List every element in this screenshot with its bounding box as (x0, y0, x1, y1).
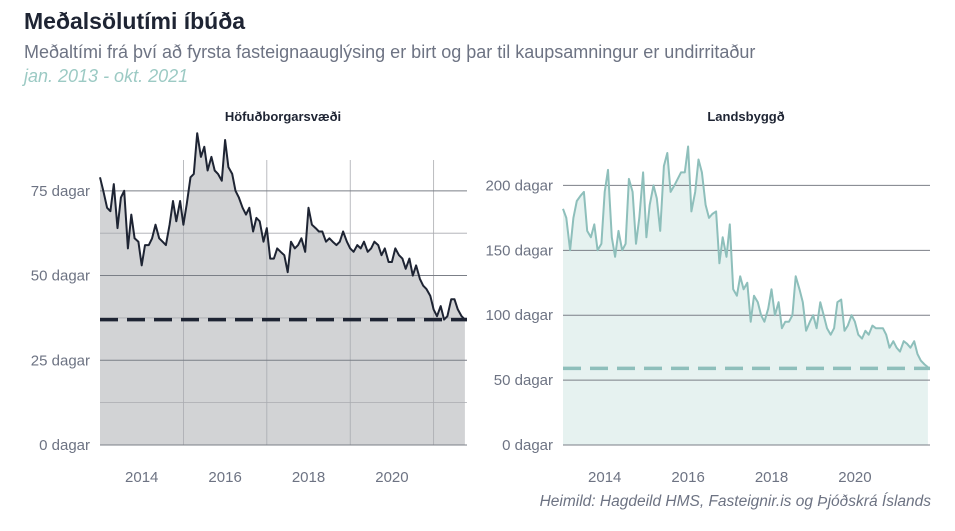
chart-subtitle: Meðaltími frá því að fyrsta fasteignaaug… (24, 42, 756, 62)
panel-regional: Landsbyggð 0 dagar 50 dagar 100 dagar 150 da… (485, 109, 930, 486)
chart-period: jan. 2013 - okt. 2021 (24, 66, 189, 86)
x-tick-label: 2018 (755, 469, 788, 486)
source-note: Heimild: Hagdeild HMS, Fasteignir.is og … (539, 493, 931, 510)
y-tick-label: 100 dagar (485, 307, 553, 324)
y-tick-label: 75 dagar (31, 183, 90, 200)
x-tick-label: 2020 (838, 469, 871, 486)
y-tick-label: 25 dagar (31, 352, 90, 369)
y-tick-label: 0 dagar (502, 437, 553, 454)
y-tick-label: 0 dagar (39, 437, 90, 454)
x-tick-label: 2014 (588, 469, 621, 486)
y-tick-label: 50 dagar (31, 268, 90, 285)
series-line (99, 132, 466, 321)
area-fill (563, 146, 928, 445)
panel-title: Höfuðborgarsvæði (225, 109, 341, 124)
area-fill (100, 133, 465, 445)
x-tick-label: 2020 (375, 469, 408, 486)
y-tick-label: 150 dagar (485, 242, 553, 259)
panel-title: Landsbyggð (707, 109, 784, 124)
y-tick-label: 50 dagar (494, 372, 553, 389)
panel-capital-region: Höfuðborgarsvæði 0 dagar 25 dagar 50 dagar 7… (31, 109, 467, 486)
chart-title: Meðalsölutími íbúða (24, 8, 246, 34)
y-tick-label: 200 dagar (485, 177, 553, 194)
x-tick-label: 2016 (671, 469, 704, 486)
x-tick-label: 2018 (292, 469, 325, 486)
x-tick-label: 2014 (125, 469, 158, 486)
x-tick-label: 2016 (208, 469, 241, 486)
series-line (562, 145, 929, 368)
